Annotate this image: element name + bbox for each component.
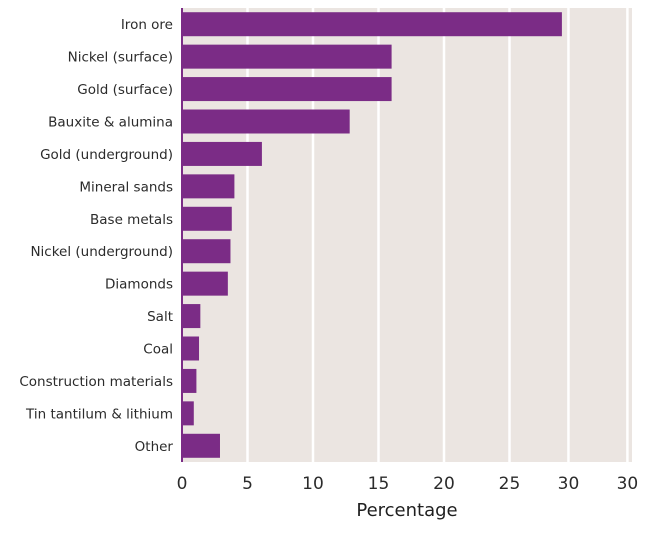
x-axis-title: Percentage — [356, 500, 457, 521]
bar — [182, 12, 562, 37]
category-label: Nickel (underground) — [30, 244, 173, 260]
category-label: Construction materials — [19, 374, 173, 390]
category-label: Gold (underground) — [40, 147, 173, 163]
bar — [182, 77, 392, 102]
bar — [182, 44, 392, 69]
plot-background — [182, 8, 632, 462]
category-label: Iron ore — [121, 17, 173, 33]
category-labels: Iron ore Nickel (surface) Gold (surface) Ba… — [19, 17, 173, 455]
bar — [182, 368, 197, 393]
bar — [182, 271, 228, 296]
category-label: Diamonds — [105, 277, 173, 293]
bar — [182, 304, 201, 329]
bar — [182, 109, 350, 134]
category-label: Bauxite & alumina — [48, 115, 173, 131]
x-tick-label: 25 — [499, 474, 521, 494]
x-tick-label: 5 — [242, 474, 253, 494]
category-label: Base metals — [90, 212, 173, 228]
bar — [182, 141, 262, 166]
x-tick-label: 30 — [558, 474, 580, 494]
bar — [182, 433, 220, 458]
category-label: Coal — [143, 342, 173, 358]
category-label: Gold (surface) — [77, 82, 173, 98]
category-label: Mineral sands — [79, 179, 173, 195]
bar — [182, 174, 235, 199]
bars — [182, 12, 562, 458]
category-label: Tin tantilum & lithium — [25, 406, 173, 422]
x-tick-label: 0 — [177, 474, 188, 494]
x-tick-labels: 0 5 10 15 20 25 30 30 — [177, 474, 639, 494]
category-label: Other — [135, 439, 174, 455]
bar — [182, 336, 200, 361]
category-label: Nickel (surface) — [68, 50, 173, 66]
bar — [182, 239, 231, 264]
x-tick-label: 10 — [302, 474, 324, 494]
bar — [182, 206, 232, 231]
x-tick-label: 20 — [433, 474, 455, 494]
category-label: Salt — [147, 309, 173, 325]
x-tick-label: 15 — [368, 474, 390, 494]
x-tick-label: 30 — [617, 474, 639, 494]
bar — [182, 401, 194, 426]
